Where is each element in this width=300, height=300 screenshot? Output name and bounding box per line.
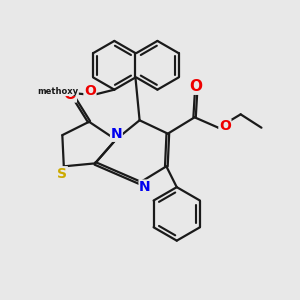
Text: O: O xyxy=(219,119,231,133)
Text: methoxy: methoxy xyxy=(37,87,78,96)
Text: N: N xyxy=(111,127,122,141)
Text: S: S xyxy=(57,167,67,181)
Text: O: O xyxy=(63,87,76,102)
Text: N: N xyxy=(139,180,151,194)
Text: O: O xyxy=(190,79,202,94)
Text: O: O xyxy=(84,84,96,98)
